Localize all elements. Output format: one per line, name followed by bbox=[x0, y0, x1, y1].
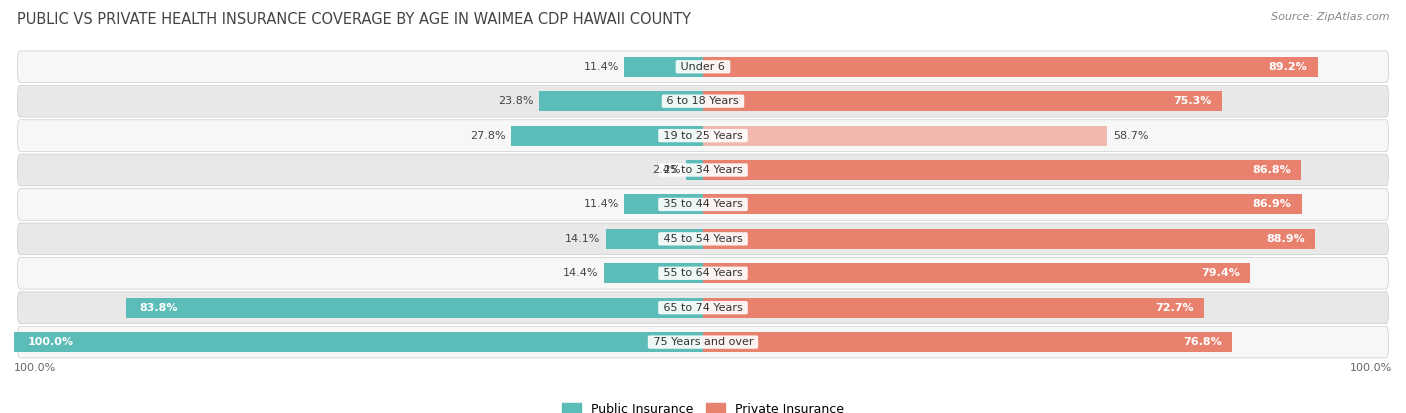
FancyBboxPatch shape bbox=[17, 223, 1389, 255]
FancyBboxPatch shape bbox=[17, 120, 1389, 152]
Text: 79.4%: 79.4% bbox=[1201, 268, 1240, 278]
Text: 100.0%: 100.0% bbox=[14, 363, 56, 373]
Text: 100.0%: 100.0% bbox=[28, 337, 75, 347]
Bar bbox=[703, 332, 1232, 352]
Text: 86.9%: 86.9% bbox=[1253, 199, 1291, 209]
Bar bbox=[703, 160, 1301, 180]
Bar bbox=[624, 57, 703, 77]
Text: 19 to 25 Years: 19 to 25 Years bbox=[659, 131, 747, 140]
Text: 83.8%: 83.8% bbox=[139, 303, 179, 313]
Bar bbox=[686, 160, 703, 180]
Text: PUBLIC VS PRIVATE HEALTH INSURANCE COVERAGE BY AGE IN WAIMEA CDP HAWAII COUNTY: PUBLIC VS PRIVATE HEALTH INSURANCE COVER… bbox=[17, 12, 690, 27]
Text: 58.7%: 58.7% bbox=[1114, 131, 1149, 140]
Bar bbox=[703, 263, 1250, 283]
FancyBboxPatch shape bbox=[17, 326, 1389, 358]
Bar bbox=[14, 332, 703, 352]
FancyBboxPatch shape bbox=[17, 154, 1389, 186]
Bar bbox=[703, 195, 1302, 214]
Text: 6 to 18 Years: 6 to 18 Years bbox=[664, 96, 742, 106]
Bar bbox=[703, 57, 1317, 77]
FancyBboxPatch shape bbox=[17, 292, 1389, 323]
Bar bbox=[538, 91, 703, 111]
Text: 65 to 74 Years: 65 to 74 Years bbox=[659, 303, 747, 313]
Text: 88.9%: 88.9% bbox=[1267, 234, 1305, 244]
Text: 76.8%: 76.8% bbox=[1182, 337, 1222, 347]
Text: 14.4%: 14.4% bbox=[562, 268, 599, 278]
Bar bbox=[624, 195, 703, 214]
Bar bbox=[703, 126, 1108, 145]
Bar bbox=[703, 229, 1316, 249]
Text: Under 6: Under 6 bbox=[678, 62, 728, 72]
Legend: Public Insurance, Private Insurance: Public Insurance, Private Insurance bbox=[557, 398, 849, 413]
Text: 11.4%: 11.4% bbox=[583, 62, 619, 72]
Text: 89.2%: 89.2% bbox=[1268, 62, 1308, 72]
FancyBboxPatch shape bbox=[17, 85, 1389, 117]
Text: 25 to 34 Years: 25 to 34 Years bbox=[659, 165, 747, 175]
Text: 45 to 54 Years: 45 to 54 Years bbox=[659, 234, 747, 244]
Text: 27.8%: 27.8% bbox=[471, 131, 506, 140]
Bar bbox=[512, 126, 703, 145]
Bar bbox=[703, 298, 1204, 318]
Bar bbox=[125, 298, 703, 318]
Text: 2.4%: 2.4% bbox=[652, 165, 681, 175]
Text: 100.0%: 100.0% bbox=[1350, 363, 1392, 373]
FancyBboxPatch shape bbox=[17, 257, 1389, 289]
FancyBboxPatch shape bbox=[17, 189, 1389, 220]
Text: 86.8%: 86.8% bbox=[1251, 165, 1291, 175]
Text: Source: ZipAtlas.com: Source: ZipAtlas.com bbox=[1271, 12, 1389, 22]
Text: 14.1%: 14.1% bbox=[565, 234, 600, 244]
Text: 55 to 64 Years: 55 to 64 Years bbox=[659, 268, 747, 278]
Text: 11.4%: 11.4% bbox=[583, 199, 619, 209]
Text: 23.8%: 23.8% bbox=[498, 96, 533, 106]
Bar bbox=[603, 263, 703, 283]
Text: 35 to 44 Years: 35 to 44 Years bbox=[659, 199, 747, 209]
Bar bbox=[703, 91, 1222, 111]
Bar bbox=[606, 229, 703, 249]
Text: 75.3%: 75.3% bbox=[1173, 96, 1212, 106]
Text: 72.7%: 72.7% bbox=[1154, 303, 1194, 313]
Text: 75 Years and over: 75 Years and over bbox=[650, 337, 756, 347]
FancyBboxPatch shape bbox=[17, 51, 1389, 83]
